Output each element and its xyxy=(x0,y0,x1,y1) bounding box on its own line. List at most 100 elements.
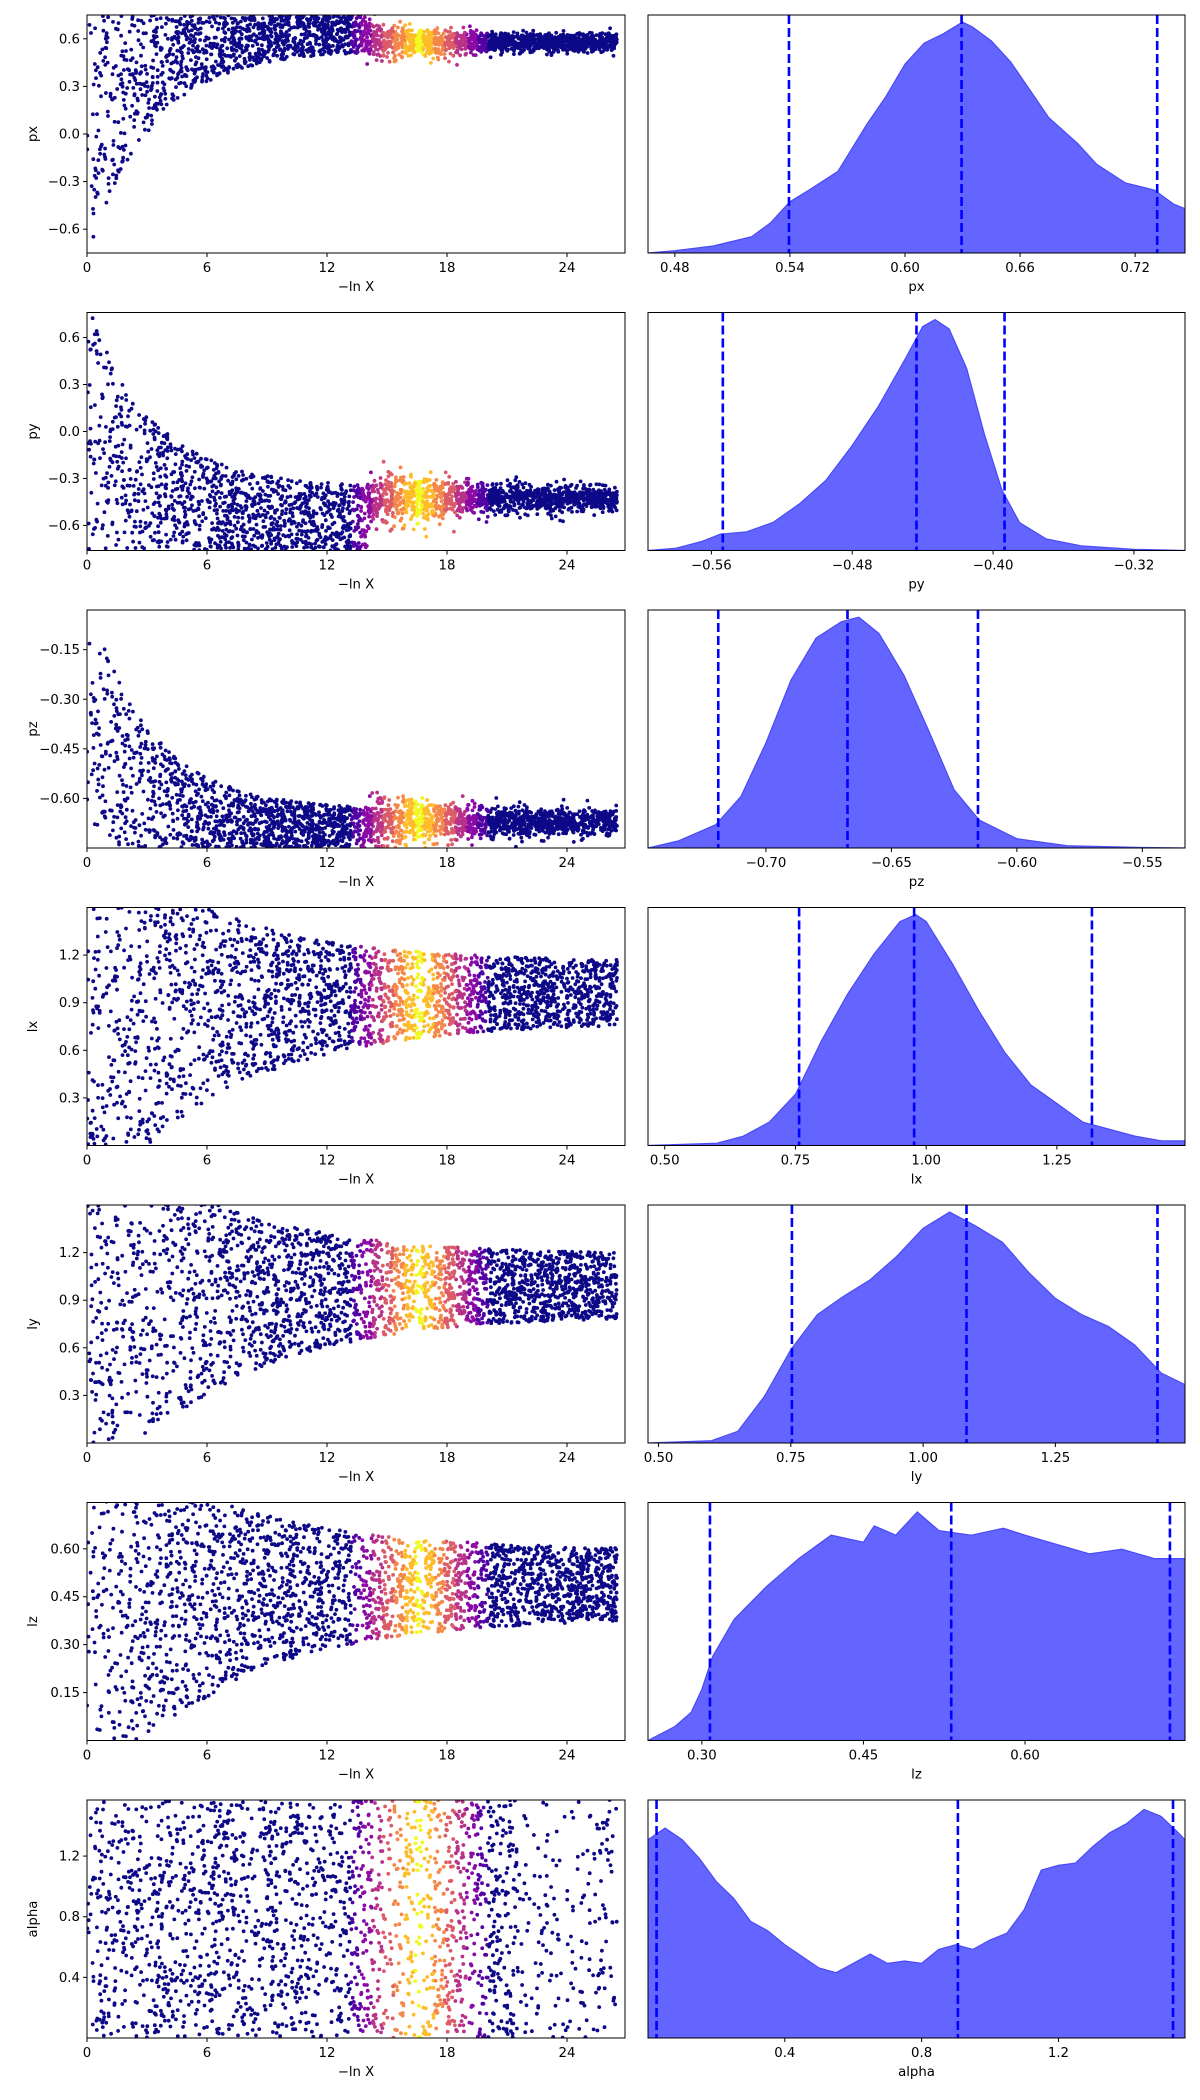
sample-point xyxy=(354,507,359,512)
sample-point xyxy=(424,513,429,518)
sample-point xyxy=(175,60,180,65)
sample-point xyxy=(591,42,595,47)
sample-point xyxy=(212,66,217,71)
sample-point xyxy=(112,483,117,488)
y-tick-label: 0.0 xyxy=(59,128,80,143)
sample-point xyxy=(333,543,338,547)
sample-point xyxy=(159,482,164,487)
sample-point xyxy=(110,97,114,102)
sample-point xyxy=(226,69,230,74)
sample-point xyxy=(465,482,470,487)
sample-point xyxy=(474,488,478,493)
sample-point xyxy=(115,459,120,464)
sample-point xyxy=(417,496,421,500)
sample-point xyxy=(333,36,337,41)
sample-point xyxy=(99,483,104,488)
sample-point xyxy=(590,49,594,54)
sample-point xyxy=(309,49,314,54)
sample-point xyxy=(289,479,294,484)
sample-point xyxy=(230,543,235,548)
sample-point xyxy=(250,15,255,18)
sample-point xyxy=(104,46,109,51)
sample-point xyxy=(472,493,477,497)
sample-point xyxy=(190,475,195,480)
sample-point xyxy=(189,479,194,484)
sample-point xyxy=(321,491,326,496)
sample-point xyxy=(222,21,227,26)
sample-point xyxy=(106,114,110,118)
sample-point xyxy=(471,53,476,57)
sample-point xyxy=(344,489,349,494)
sample-point xyxy=(145,89,150,94)
sample-point xyxy=(147,106,152,110)
sample-point xyxy=(184,33,188,38)
sample-point xyxy=(283,499,288,503)
sample-point xyxy=(289,502,294,507)
sample-point xyxy=(562,477,566,482)
sample-point xyxy=(190,503,194,508)
sample-point xyxy=(228,546,232,550)
sample-point xyxy=(286,519,291,523)
sample-point xyxy=(120,469,124,474)
sample-point xyxy=(253,51,258,56)
sample-point xyxy=(197,548,202,551)
sample-point xyxy=(330,515,334,519)
sample-point xyxy=(126,67,130,72)
sample-point xyxy=(244,504,249,508)
sample-point xyxy=(499,52,503,57)
sample-point xyxy=(385,504,390,509)
sample-point xyxy=(546,511,550,516)
sample-point xyxy=(272,52,276,56)
sample-point xyxy=(240,469,244,474)
sample-point xyxy=(443,56,447,60)
sample-point xyxy=(254,61,259,66)
sample-point xyxy=(462,30,467,35)
sample-point xyxy=(455,513,460,518)
sample-point xyxy=(123,501,128,506)
sample-point xyxy=(581,32,586,37)
sample-point xyxy=(129,151,133,156)
sample-point xyxy=(381,519,385,524)
sample-point xyxy=(139,455,144,460)
sample-point xyxy=(105,60,110,65)
sample-point xyxy=(248,482,252,486)
sample-point xyxy=(383,34,387,38)
sample-point xyxy=(520,482,525,487)
sample-point xyxy=(479,509,484,514)
sample-point xyxy=(395,45,399,50)
sample-point xyxy=(170,506,175,511)
sample-point xyxy=(346,501,351,505)
sample-point xyxy=(178,62,183,67)
sample-point xyxy=(487,47,492,52)
sample-point xyxy=(565,501,570,506)
sample-point xyxy=(125,546,130,550)
sample-point xyxy=(101,15,105,18)
sample-point xyxy=(232,515,237,519)
sample-point xyxy=(217,71,222,76)
sample-point xyxy=(95,112,99,116)
sample-point xyxy=(344,34,349,39)
sample-point xyxy=(404,510,409,515)
sample-point xyxy=(155,80,160,85)
sample-point xyxy=(448,34,453,39)
sample-point xyxy=(197,485,202,490)
sample-point xyxy=(355,483,360,488)
sample-point xyxy=(565,51,570,56)
sample-point xyxy=(120,84,125,89)
sample-point xyxy=(185,452,190,457)
sample-point xyxy=(112,162,117,167)
sample-point xyxy=(137,138,141,142)
sample-point xyxy=(182,29,187,34)
sample-point xyxy=(569,34,573,38)
sample-point xyxy=(327,49,331,54)
sample-point xyxy=(474,46,478,50)
sample-point xyxy=(185,67,190,72)
sample-point xyxy=(597,33,602,37)
sample-point xyxy=(151,58,156,63)
sample-point xyxy=(148,428,153,433)
sample-point xyxy=(150,75,155,80)
sample-point xyxy=(540,38,545,42)
sample-point xyxy=(121,116,126,121)
sample-point xyxy=(120,442,125,447)
sample-point xyxy=(549,483,553,488)
